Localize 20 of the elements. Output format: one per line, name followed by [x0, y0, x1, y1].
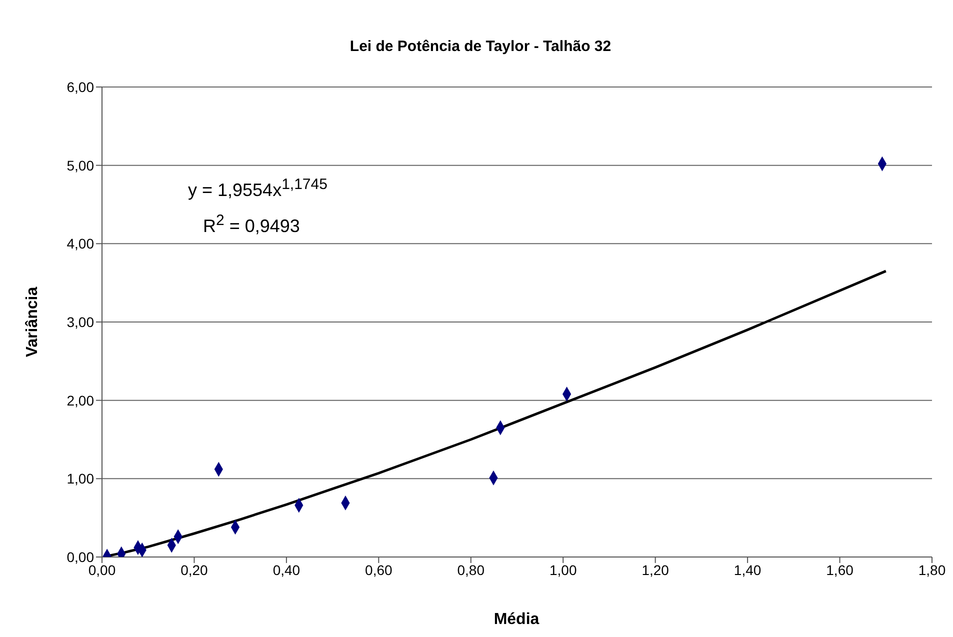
y-tick-label: 3,00 — [66, 314, 94, 330]
y-tick-label: 6,00 — [66, 78, 94, 95]
x-tick-label: 0,80 — [457, 562, 485, 578]
x-tick-label: 1,20 — [642, 562, 670, 578]
x-tick-label: 1,00 — [549, 562, 577, 578]
x-tick-label: 0,20 — [180, 562, 208, 578]
y-tick-label: 1,00 — [66, 470, 94, 487]
x-tick-label: 1,40 — [734, 562, 762, 578]
y-tick-label: 5,00 — [66, 157, 94, 174]
y-axis-title: Variância — [24, 286, 42, 358]
annotation: R$^{2}$ = 0,9493 — [203, 212, 300, 237]
y-tick-label: 4,00 — [66, 236, 94, 252]
y-tick-label: 2,00 — [66, 392, 94, 408]
x-tick-label: 0,60 — [365, 562, 393, 578]
x-tick-label: 1,80 — [918, 562, 946, 578]
x-axis-title: Média — [492, 611, 540, 629]
annotation: y = 1,9554x$^{1,1745}$ — [188, 176, 328, 201]
chart-title: Lei de Potência de Taylor - Talhão 32 — [348, 38, 612, 55]
x-tick-label: 0,40 — [272, 562, 300, 578]
x-tick-label: 1,60 — [826, 562, 854, 578]
